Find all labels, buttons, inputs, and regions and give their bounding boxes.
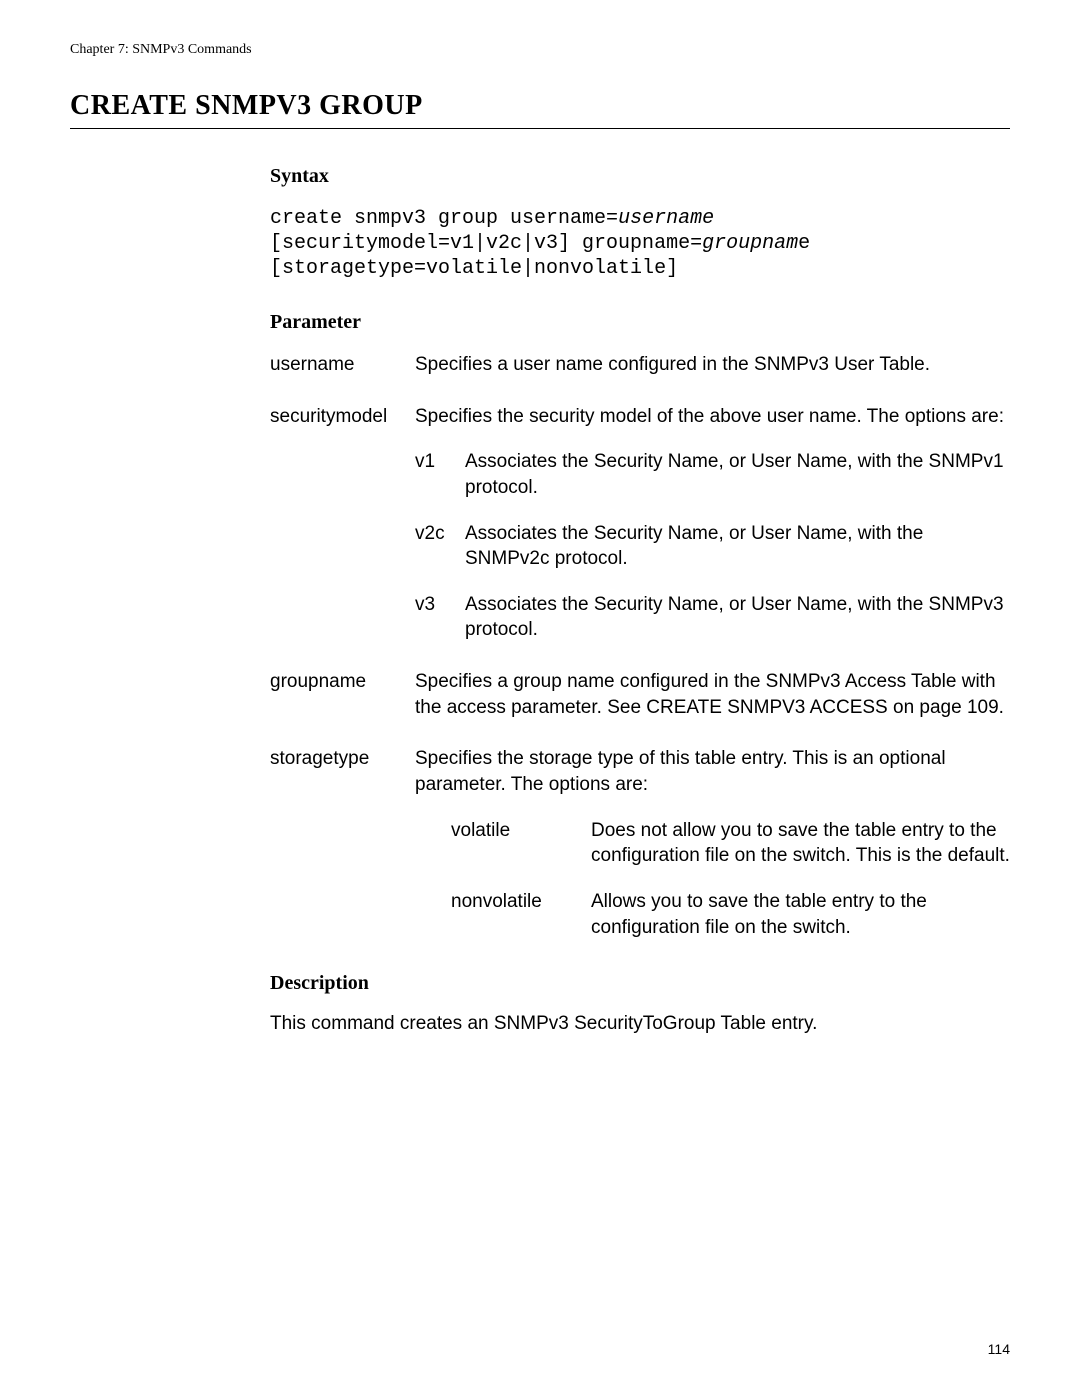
option-key-volatile: volatile: [451, 818, 581, 869]
option-desc-nonvolatile: Allows you to save the table entry to th…: [591, 889, 1010, 940]
syntax-line2-b: groupnam: [702, 232, 798, 255]
page-number: 114: [988, 1341, 1010, 1357]
option-desc-v1: Associates the Security Name, or User Na…: [465, 449, 1010, 500]
param-name-storagetype: storagetype: [270, 746, 415, 940]
param-name-groupname: groupname: [270, 669, 415, 720]
syntax-heading: Syntax: [270, 165, 1010, 188]
option-key-v1: v1: [415, 449, 465, 500]
description-heading: Description: [270, 972, 1010, 995]
param-name-securitymodel: securitymodel: [270, 404, 415, 643]
option-key-v2c: v2c: [415, 521, 465, 572]
parameter-table: username Specifies a user name configure…: [270, 352, 1010, 940]
securitymodel-options: v1 Associates the Security Name, or User…: [415, 449, 1010, 643]
page-container: Chapter 7: SNMPv3 Commands CREATE SNMPV3…: [0, 0, 1080, 1397]
syntax-line2-c: e: [798, 232, 810, 255]
syntax-line3: [storagetype=volatile|nonvolatile]: [270, 257, 678, 280]
syntax-block: create snmpv3 group username=username [s…: [270, 206, 1010, 281]
content-area: Syntax create snmpv3 group username=user…: [270, 165, 1010, 1037]
syntax-line1-a: create snmpv3 group username=: [270, 207, 618, 230]
param-desc-storagetype-text: Specifies the storage type of this table…: [415, 748, 946, 795]
chapter-header: Chapter 7: SNMPv3 Commands: [70, 42, 1010, 58]
param-desc-username: Specifies a user name configured in the …: [415, 352, 1010, 378]
description-text: This command creates an SNMPv3 SecurityT…: [270, 1011, 1010, 1037]
option-desc-volatile: Does not allow you to save the table ent…: [591, 818, 1010, 869]
page-title: CREATE SNMPV3 GROUP: [70, 90, 1010, 122]
param-desc-groupname: Specifies a group name configured in the…: [415, 669, 1010, 720]
option-key-v3: v3: [415, 592, 465, 643]
syntax-line2-a: [securitymodel=v1|v2c|v3] groupname=: [270, 232, 702, 255]
storagetype-options: volatile Does not allow you to save the …: [451, 818, 1010, 941]
option-key-nonvolatile: nonvolatile: [451, 889, 581, 940]
param-name-username: username: [270, 352, 415, 378]
param-desc-storagetype: Specifies the storage type of this table…: [415, 746, 1010, 940]
param-desc-securitymodel: Specifies the security model of the abov…: [415, 404, 1010, 643]
param-desc-securitymodel-text: Specifies the security model of the abov…: [415, 406, 1004, 427]
option-desc-v2c: Associates the Security Name, or User Na…: [465, 521, 1010, 572]
option-desc-v3: Associates the Security Name, or User Na…: [465, 592, 1010, 643]
title-rule: [70, 128, 1010, 129]
syntax-line1-b: username: [618, 207, 714, 230]
parameter-heading: Parameter: [270, 311, 1010, 334]
